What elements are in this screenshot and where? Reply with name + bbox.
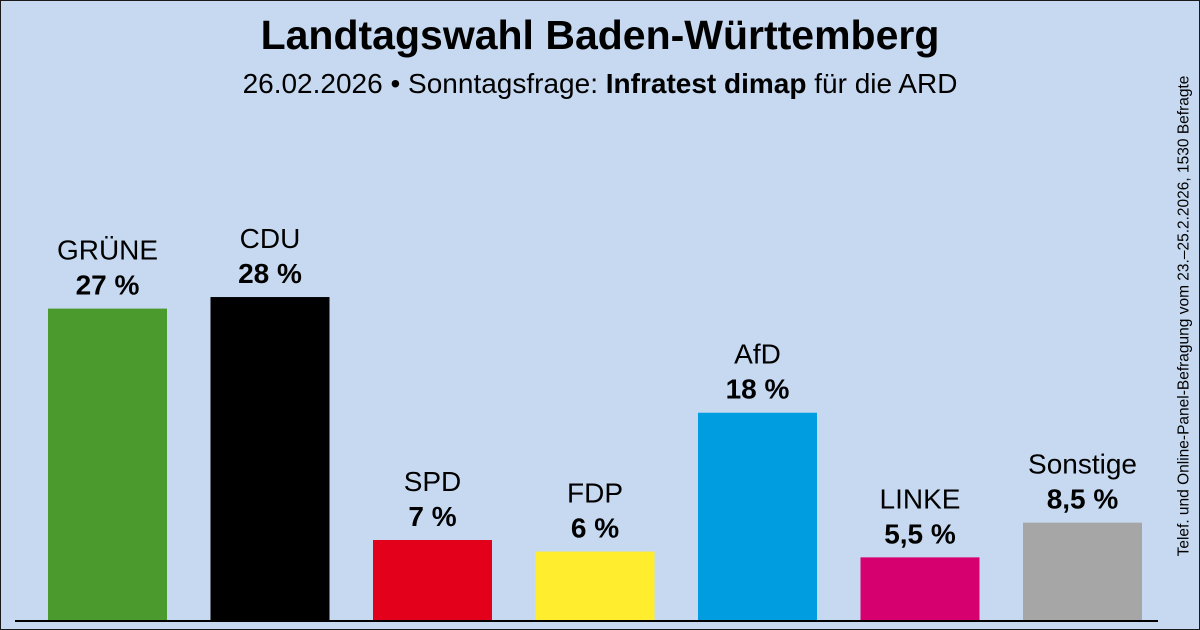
value-label-gruene: 27 % [76,270,140,301]
value-label-sonstige: 8,5 % [1047,484,1119,515]
party-label-gruene: GRÜNE [57,235,158,266]
bar-fdp [535,551,655,621]
party-label-sonstige: Sonstige [1028,449,1137,480]
subtitle-client: für die ARD [806,68,958,99]
party-label-linke: LINKE [880,483,961,514]
party-label-spd: SPD [404,466,462,497]
subtitle-date: 26.02.2026 • Sonntagsfrage: [242,68,606,99]
value-label-linke: 5,5 % [884,518,956,549]
party-label-afd: AfD [734,339,781,370]
party-label-fdp: FDP [567,478,623,509]
value-label-fdp: 6 % [571,513,619,544]
bars-group: 27 % GRÜNE 28 % CDU 7 % SPD 6 % FDP 18 % AfD 5,5 %… [48,223,1142,621]
value-label-cdu: 28 % [238,258,302,289]
subtitle-institute: Infratest dimap [605,68,807,99]
chart-title: Landtagswahl Baden-Württemberg [260,12,940,58]
party-label-cdu: CDU [240,223,301,254]
bar-spd [373,540,492,621]
chart-subtitle: 26.02.2026 • Sonntagsfrage: Infratest di… [0,68,1200,100]
bar-cdu [210,297,330,621]
bar-afd [698,412,817,621]
bar-linke [860,557,980,621]
value-label-afd: 18 % [726,374,790,405]
bar-sonstige [1023,522,1142,621]
value-label-spd: 7 % [408,501,456,532]
bar-gruene [48,308,167,621]
